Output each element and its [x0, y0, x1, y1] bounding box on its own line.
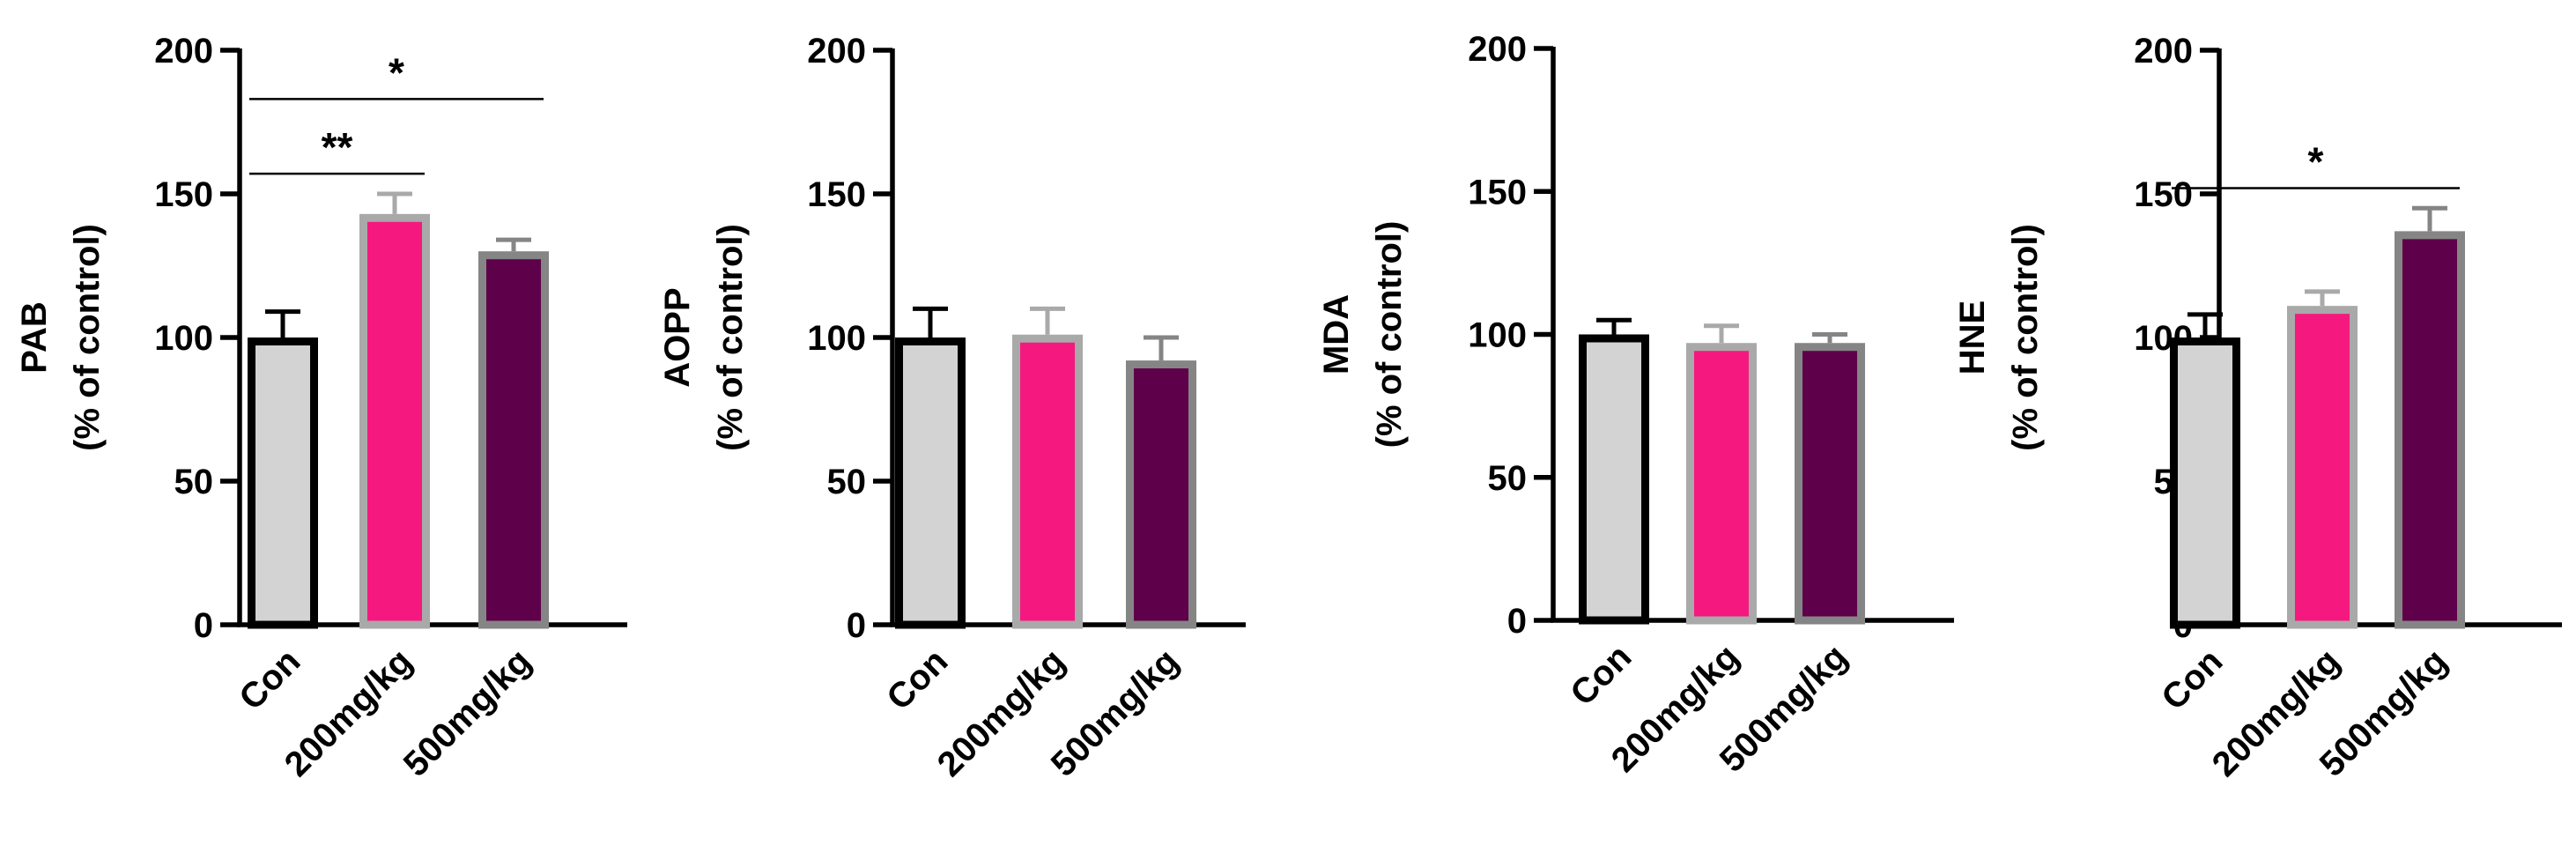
y-axis-title: PAB — [15, 301, 54, 373]
bar-con — [248, 337, 318, 629]
x-tick-label: Con — [1563, 637, 1639, 713]
y-tick-label: 200 — [1468, 30, 1527, 69]
bar-200mg-kg — [2287, 306, 2358, 629]
y-tick-label: 0 — [194, 606, 213, 645]
y-tick-label: 150 — [154, 175, 213, 214]
bar-con — [895, 337, 966, 629]
bar-200mg-kg — [359, 213, 430, 629]
y-tick-label: 200 — [154, 32, 213, 70]
y-tick-label: 200 — [807, 32, 866, 70]
y-tick-label: 200 — [2134, 32, 2193, 70]
bar-500mg-kg — [478, 251, 549, 629]
y-tick-label: 100 — [1468, 316, 1527, 355]
y-tick-label: 150 — [2134, 175, 2193, 214]
significance-label: ** — [322, 124, 353, 170]
x-tick-label: Con — [879, 642, 955, 717]
y-tick-label: 150 — [1468, 173, 1527, 211]
y-tick-label: 50 — [174, 463, 214, 501]
y-axis-unit: (% of control) — [2006, 224, 2045, 451]
bar-con — [2170, 337, 2240, 629]
y-tick-label: 100 — [154, 319, 213, 358]
significance-label: * — [389, 49, 404, 95]
bar-500mg-kg — [1795, 343, 1865, 625]
chart-panel-4: 050100150200HNE(% of control)Con200mg/kg… — [1953, 32, 2562, 784]
significance-label: * — [2308, 138, 2324, 184]
y-axis-title: HNE — [1953, 300, 1992, 375]
bar-200mg-kg — [1686, 343, 1757, 625]
y-tick-label: 100 — [807, 319, 866, 358]
y-axis-title: AOPP — [658, 287, 697, 387]
y-axis-title: MDA — [1317, 294, 1356, 375]
bar-500mg-kg — [1126, 360, 1196, 629]
x-tick-label: Con — [232, 642, 307, 717]
y-tick-label: 50 — [1488, 459, 1528, 498]
y-axis-unit: (% of control) — [68, 224, 107, 451]
x-tick-label: Con — [2154, 642, 2230, 717]
y-tick-label: 0 — [847, 606, 866, 645]
y-axis-unit: (% of control) — [1370, 221, 1409, 449]
x-tick-label: 500mg/kg — [396, 642, 539, 784]
y-tick-label: 50 — [827, 463, 867, 501]
bar-con — [1579, 334, 1649, 625]
y-tick-label: 0 — [1507, 602, 1527, 641]
y-axis-unit: (% of control) — [711, 224, 750, 451]
bar-200mg-kg — [1012, 334, 1083, 629]
y-tick-label: 150 — [807, 175, 866, 214]
bar-500mg-kg — [2395, 231, 2465, 629]
